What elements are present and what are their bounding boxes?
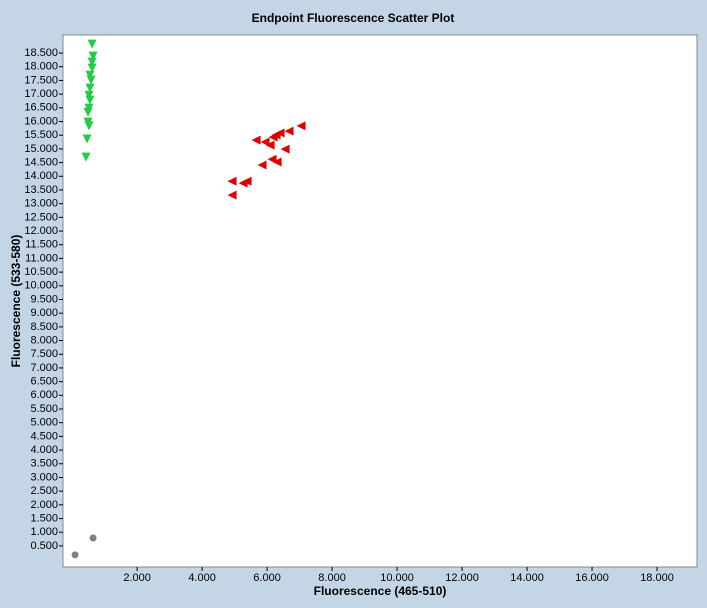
x-tick-label: 4.000 [188,572,216,584]
y-tick-label: 9.000 [30,307,58,319]
point [284,126,294,136]
y-tick-label: 5.000 [30,417,58,429]
point [272,157,282,167]
y-tick-label: 10.000 [24,280,58,292]
y-tick-label: 11.000 [25,252,58,264]
y-tick-label: 6.500 [30,376,58,388]
y-tick-label: 8.500 [30,321,58,333]
point [268,132,278,142]
y-tick-label: 3.500 [30,458,58,470]
point [84,90,94,100]
point [81,152,91,162]
y-axis-title: Fluorescence (533-580) [9,235,23,368]
point [82,134,92,144]
point [260,137,270,147]
y-tick-label: 5.500 [30,403,58,415]
y-tick-label: 16.500 [24,102,58,114]
point [83,107,93,117]
y-tick-label: 7.500 [30,348,58,360]
y-tick-label: 11.500 [25,239,58,251]
point [88,51,98,61]
x-tick-label: 6.000 [253,572,281,584]
y-tick-label: 1.500 [30,512,58,524]
point [280,144,290,154]
point [85,95,95,105]
y-tick-label: 12.000 [24,225,58,237]
y-tick-label: 12.500 [24,211,58,223]
x-tick-label: 2.000 [123,572,151,584]
y-tick-label: 17.500 [24,74,58,86]
point [296,121,306,131]
y-tick-label: 3.000 [30,471,58,483]
point [87,57,97,67]
point [85,70,95,80]
x-axis-title: Fluorescence (465-510) [314,584,447,598]
y-tick-label: 15.500 [24,129,58,141]
y-tick-label: 6.000 [30,389,58,401]
point [251,135,261,145]
point [265,140,275,150]
point [227,176,237,186]
y-tick-label: 4.500 [30,430,58,442]
point [87,63,97,73]
point [84,121,94,131]
y-tick-label: 2.500 [30,485,58,497]
y-tick-label: 1.000 [30,526,58,538]
y-tick-label: 18.500 [24,47,58,59]
x-tick-label: 8.000 [318,572,346,584]
y-tick-label: 14.000 [24,170,58,182]
x-tick-label: 16.000 [575,572,609,584]
point [238,178,248,188]
x-tick-label: 14.000 [510,572,544,584]
point [89,534,97,542]
chart-title: Endpoint Fluorescence Scatter Plot [252,11,455,25]
point [227,190,237,200]
y-tick-label: 13.500 [24,184,58,196]
point [85,83,95,93]
x-tick-label: 12.000 [445,572,479,584]
y-tick-label: 0.500 [30,540,58,552]
point [71,551,79,559]
plot-area [62,34,698,568]
y-tick-label: 16.000 [24,115,58,127]
point [86,75,96,85]
y-tick-label: 7.000 [30,362,58,374]
y-tick-label: 15.000 [24,143,58,155]
y-tick-label: 14.500 [24,156,58,168]
x-tick-label: 18.000 [640,572,674,584]
y-tick-label: 13.000 [24,198,58,210]
y-tick-label: 9.500 [30,293,58,305]
y-tick-label: 18.000 [24,61,58,73]
y-tick-label: 4.000 [30,444,58,456]
point [257,160,267,170]
point [87,39,97,49]
x-tick-label: 10.000 [380,572,414,584]
y-tick-label: 8.000 [30,334,58,346]
y-tick-label: 2.000 [30,499,58,511]
y-tick-label: 10.500 [24,266,58,278]
y-tick-label: 17.000 [24,88,58,100]
